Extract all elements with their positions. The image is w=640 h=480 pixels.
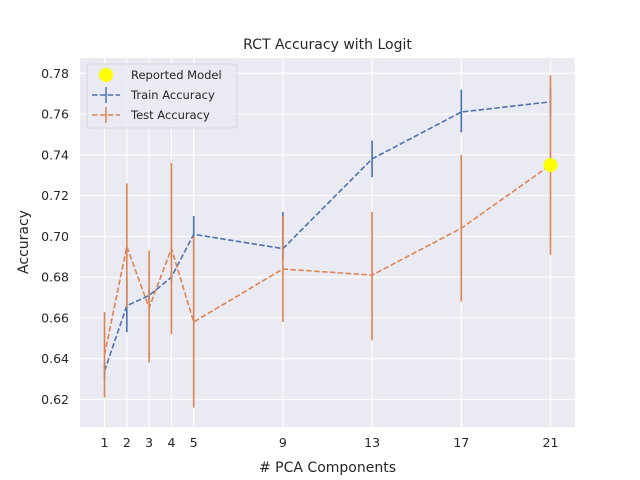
x-tick-label: 9 xyxy=(279,435,287,450)
y-tick-label: 0.64 xyxy=(41,351,69,366)
legend-marker-reported-model xyxy=(99,68,113,82)
x-tick-label: 5 xyxy=(190,435,198,450)
legend: Reported Model Train Accuracy Test Accur… xyxy=(86,63,238,129)
x-tick-label: 21 xyxy=(543,435,559,450)
y-tick-label: 0.62 xyxy=(41,392,69,407)
legend-label-train-accuracy: Train Accuracy xyxy=(130,88,215,102)
legend-frame xyxy=(86,63,238,129)
tick-labels: 1 2 3 4 5 9 13 17 21 0.62 0.64 0.66 0.68 0.70 0.72 0.74… xyxy=(41,66,558,450)
x-axis-label: # PCA Components xyxy=(259,460,396,476)
y-tick-label: 0.78 xyxy=(41,66,69,81)
y-tick-label: 0.74 xyxy=(41,147,69,162)
y-axis-label: Accuracy xyxy=(16,210,32,274)
x-tick-label: 17 xyxy=(453,435,469,450)
x-tick-label: 13 xyxy=(364,435,380,450)
y-tick-label: 0.66 xyxy=(41,310,69,325)
y-tick-label: 0.68 xyxy=(41,270,69,285)
highlight-layer xyxy=(543,158,558,173)
y-tick-label: 0.72 xyxy=(41,188,69,203)
x-tick-label: 1 xyxy=(101,435,109,450)
x-tick-label: 3 xyxy=(145,435,153,450)
x-tick-label: 2 xyxy=(123,435,131,450)
y-tick-label: 0.70 xyxy=(41,229,69,244)
reported-model-point xyxy=(543,158,558,173)
legend-label-test-accuracy: Test Accuracy xyxy=(130,108,210,122)
legend-label-reported-model: Reported Model xyxy=(131,68,222,82)
x-tick-label: 4 xyxy=(167,435,175,450)
chart-title: RCT Accuracy with Logit xyxy=(243,37,412,53)
legend-marker-train-accuracy xyxy=(92,87,120,103)
y-tick-label: 0.76 xyxy=(41,107,69,122)
series-layer xyxy=(103,75,552,408)
legend-marker-test-accuracy xyxy=(92,107,120,123)
